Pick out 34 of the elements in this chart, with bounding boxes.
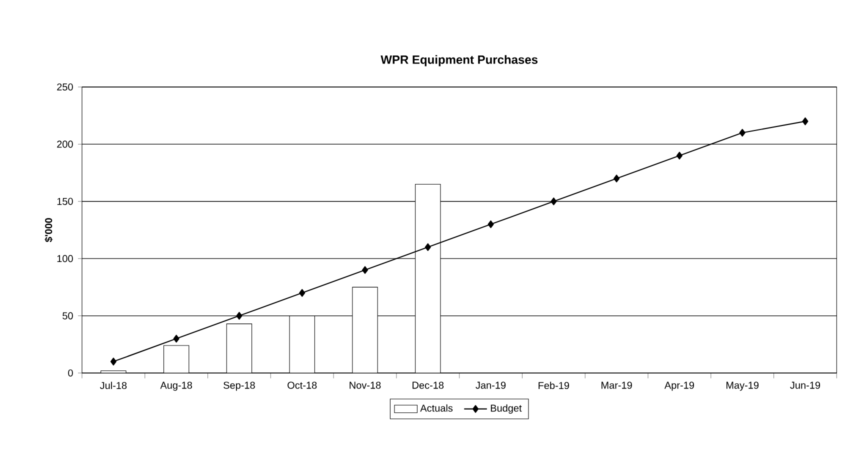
x-tick-label: Aug-18 <box>160 382 192 391</box>
x-tick-label: Mar-19 <box>602 382 632 389</box>
y-tick-label: 50 <box>62 312 73 320</box>
point <box>802 117 808 126</box>
point <box>110 358 116 366</box>
y-tick-label: 250 <box>57 83 73 91</box>
x-tick-label: May-19 <box>726 382 759 391</box>
point <box>299 289 306 297</box>
y-tick-label: 0 <box>68 369 73 377</box>
point <box>550 198 557 206</box>
point <box>614 174 620 182</box>
x-tick-label: Jul-18 <box>100 382 127 390</box>
point <box>488 220 494 228</box>
chart-title: WPR Equipment Purchases <box>380 55 538 66</box>
point <box>173 334 180 343</box>
x-tick-label: Nov-18 <box>350 382 381 389</box>
legend-label: Actuals <box>420 404 453 412</box>
point <box>424 243 431 252</box>
x-tick-label: Apr-19 <box>664 382 694 391</box>
point <box>739 128 746 137</box>
x-tick-label: Feb-19 <box>538 382 570 390</box>
x-tick-label: Jun-19 <box>790 382 820 389</box>
x-tick-label: Sep-18 <box>224 382 255 391</box>
y-axis-title: $'000 <box>44 218 53 242</box>
legend-label: Budget <box>490 404 522 414</box>
x-tick-label: Dec-18 <box>412 382 444 389</box>
x-tick-label: Jan-19 <box>476 382 506 389</box>
point <box>676 152 682 160</box>
point <box>236 312 242 320</box>
y-tick-label: 100 <box>57 255 73 262</box>
y-tick-label: 200 <box>57 140 73 148</box>
y-tick-label: 150 <box>57 198 73 205</box>
x-tick-label: Oct-18 <box>288 382 317 389</box>
point <box>362 266 368 274</box>
